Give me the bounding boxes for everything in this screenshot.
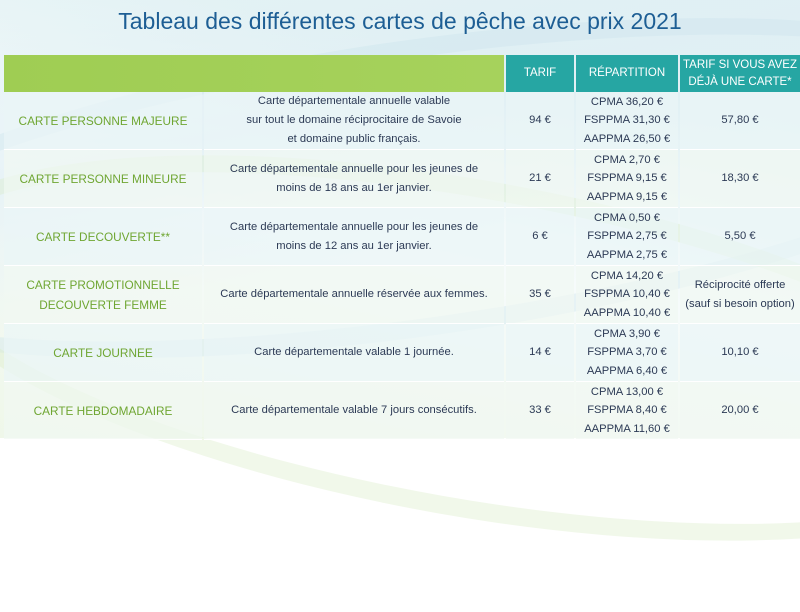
card-description-line: moins de 12 ans au 1er janvier.: [276, 239, 432, 252]
card-description-line: Carte départementale annuelle pour les j…: [229, 220, 479, 233]
card-name-line: CARTE PERSONNE MAJEURE: [18, 113, 188, 128]
card-tarif-si-carte-line: 5,50 €: [724, 230, 756, 242]
card-description-line: Carte départementale annuelle réservée a…: [220, 288, 488, 300]
table-header-row: TARIF RÉPARTITION TARIF SI VOUS AVEZ DÉJ…: [4, 55, 800, 92]
card-description-line: moins de 18 ans au 1er janvier.: [276, 181, 432, 194]
repartition-line: CPMA 14,20 €: [590, 269, 664, 282]
card-repartition: CPMA 3,90 € FSPPMA 3,70 € AAPPMA 6,40 €: [576, 324, 678, 382]
card-name: CARTE DECOUVERTE**: [4, 208, 202, 266]
card-tarif-si-carte: Réciprocité offerte (sauf si besoin optio…: [680, 266, 800, 324]
repartition-line: CPMA 2,70 €: [594, 153, 660, 166]
card-description: Carte départementale valable 7 jours con…: [204, 382, 504, 440]
table-row: CARTE HEBDOMADAIRE Carte départementale v…: [4, 382, 800, 440]
header-blank: [4, 55, 504, 92]
card-description: Carte départementale annuelle réservée a…: [204, 266, 504, 324]
card-name: CARTE PERSONNE MINEURE: [4, 150, 202, 208]
card-tarif-si-carte-line: Réciprocité offerte: [694, 278, 786, 291]
card-tarif: 6 €: [506, 208, 574, 266]
card-description: Carte départementale annuelle pour les j…: [204, 150, 504, 208]
repartition-line: FSPPMA 9,15 €: [587, 172, 667, 185]
repartition-line: AAPPMA 2,75 €: [586, 248, 668, 261]
card-repartition: CPMA 13,00 € FSPPMA 8,40 € AAPPMA 11,60 €: [576, 382, 678, 440]
card-name: CARTE PROMOTIONNELLE DECOUVERTE FEMME: [4, 266, 202, 324]
card-description-line: sur tout le domaine réciprocitaire de Sa…: [246, 114, 462, 126]
card-name-line: CARTE PROMOTIONNELLE: [26, 277, 180, 292]
card-name-line: CARTE DECOUVERTE**: [36, 229, 170, 244]
card-repartition: CPMA 14,20 € FSPPMA 10,40 € AAPPMA 10,40 €: [576, 266, 678, 324]
card-tarif-si-carte-line: 18,30 €: [721, 172, 759, 184]
table-row: CARTE DECOUVERTE** Carte départementale a…: [4, 208, 800, 266]
card-description-line: Carte départementale annuelle pour les j…: [229, 162, 479, 175]
card-tarif-si-carte: 20,00 €: [680, 382, 800, 440]
repartition-line: FSPPMA 8,40 €: [587, 404, 667, 417]
card-repartition: CPMA 2,70 € FSPPMA 9,15 € AAPPMA 9,15 €: [576, 150, 678, 208]
card-tarif-si-carte: 5,50 €: [680, 208, 800, 266]
card-tarif: 21 €: [506, 150, 574, 208]
card-tarif-si-carte: 57,80 €: [680, 92, 800, 150]
card-tarif: 14 €: [506, 324, 574, 382]
repartition-line: FSPPMA 3,70 €: [587, 346, 667, 359]
header-tarif: TARIF: [506, 55, 574, 92]
repartition-line: CPMA 13,00 €: [590, 385, 664, 398]
card-description: Carte départementale valable 1 journée.: [204, 324, 504, 382]
card-name: CARTE JOURNEE: [4, 324, 202, 382]
card-description-line: Carte départementale valable 7 jours con…: [231, 404, 477, 416]
repartition-line: FSPPMA 10,40 €: [584, 288, 670, 301]
card-tarif-si-carte-line: 20,00 €: [721, 404, 759, 416]
repartition-line: AAPPMA 10,40 €: [583, 306, 671, 319]
table-row: CARTE PERSONNE MINEURE Carte départementa…: [4, 150, 800, 208]
repartition-line: AAPPMA 11,60 €: [584, 422, 670, 435]
card-tarif: 35 €: [506, 266, 574, 324]
card-tarif-si-carte-line: 10,10 €: [721, 346, 759, 358]
card-tarif: 94 €: [506, 92, 574, 150]
card-tarif-si-carte: 10,10 €: [680, 324, 800, 382]
table-row: CARTE PROMOTIONNELLE DECOUVERTE FEMME Cart…: [4, 266, 800, 324]
repartition-line: AAPPMA 6,40 €: [586, 364, 668, 377]
card-tarif: 33 €: [506, 382, 574, 440]
repartition-line: CPMA 36,20 €: [590, 95, 664, 108]
card-name: CARTE HEBDOMADAIRE: [4, 382, 202, 440]
header-repartition: RÉPARTITION: [576, 55, 678, 92]
page-title: Tableau des différentes cartes de pêche …: [118, 8, 682, 34]
repartition-line: FSPPMA 2,75 €: [587, 230, 667, 243]
card-name-line: CARTE JOURNEE: [53, 345, 153, 360]
repartition-line: FSPPMA 31,30 €: [584, 114, 670, 127]
header-tarif-si-carte: TARIF SI VOUS AVEZ DÉJÀ UNE CARTE*: [680, 55, 800, 92]
card-description-line: Carte départementale annuelle valable: [257, 95, 451, 107]
card-repartition: CPMA 0,50 € FSPPMA 2,75 € AAPPMA 2,75 €: [576, 208, 678, 266]
card-description: Carte départementale annuelle valable sur…: [204, 92, 504, 150]
card-description: Carte départementale annuelle pour les j…: [204, 208, 504, 266]
repartition-line: CPMA 3,90 €: [594, 327, 660, 340]
card-repartition: CPMA 36,20 € FSPPMA 31,30 € AAPPMA 26,50 €: [576, 92, 678, 150]
repartition-line: AAPPMA 26,50 €: [583, 132, 671, 145]
card-tarif-si-carte: 18,30 €: [680, 150, 800, 208]
repartition-line: CPMA 0,50 €: [594, 211, 660, 224]
header-tarif-si-line1: TARIF SI VOUS AVEZ: [683, 58, 797, 71]
repartition-line: AAPPMA 9,15 €: [586, 190, 668, 203]
card-tarif-si-carte-line: 57,80 €: [721, 114, 759, 126]
card-name-line: CARTE HEBDOMADAIRE: [33, 403, 173, 418]
header-tarif-si-line2: DÉJÀ UNE CARTE*: [688, 75, 792, 88]
fishing-cards-table: TARIF RÉPARTITION TARIF SI VOUS AVEZ DÉJ…: [2, 55, 800, 440]
card-name-line: DECOUVERTE FEMME: [39, 297, 167, 312]
card-description-line: et domaine public français.: [287, 133, 421, 145]
table-row: CARTE PERSONNE MAJEURE Carte départementa…: [4, 92, 800, 150]
card-tarif-si-carte-line: (sauf si besoin option): [685, 297, 795, 310]
card-description-line: Carte départementale valable 1 journée.: [254, 346, 454, 358]
card-name-line: CARTE PERSONNE MINEURE: [19, 171, 187, 186]
card-name: CARTE PERSONNE MAJEURE: [4, 92, 202, 150]
table-row: CARTE JOURNEE Carte départementale valabl…: [4, 324, 800, 382]
